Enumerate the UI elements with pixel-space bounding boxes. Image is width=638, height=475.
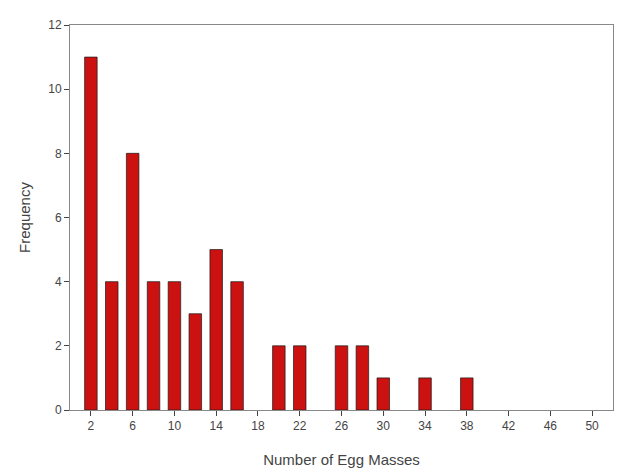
svg-text:42: 42: [502, 419, 516, 433]
svg-text:Number of Egg Masses: Number of Egg Masses: [263, 451, 420, 468]
svg-text:38: 38: [460, 419, 474, 433]
svg-text:10: 10: [168, 419, 182, 433]
svg-text:34: 34: [418, 419, 432, 433]
svg-text:50: 50: [585, 419, 599, 433]
svg-text:18: 18: [251, 419, 265, 433]
svg-text:8: 8: [55, 147, 62, 161]
svg-text:6: 6: [129, 419, 136, 433]
svg-text:14: 14: [210, 419, 224, 433]
svg-text:26: 26: [335, 419, 349, 433]
svg-text:2: 2: [88, 419, 95, 433]
svg-text:12: 12: [48, 18, 62, 32]
svg-text:46: 46: [544, 419, 558, 433]
svg-text:2: 2: [55, 339, 62, 353]
svg-text:10: 10: [48, 82, 62, 96]
svg-text:Frequency: Frequency: [16, 182, 33, 253]
svg-text:30: 30: [377, 419, 391, 433]
svg-text:22: 22: [293, 419, 307, 433]
svg-text:4: 4: [55, 275, 62, 289]
svg-text:0: 0: [55, 403, 62, 417]
svg-text:6: 6: [55, 211, 62, 225]
